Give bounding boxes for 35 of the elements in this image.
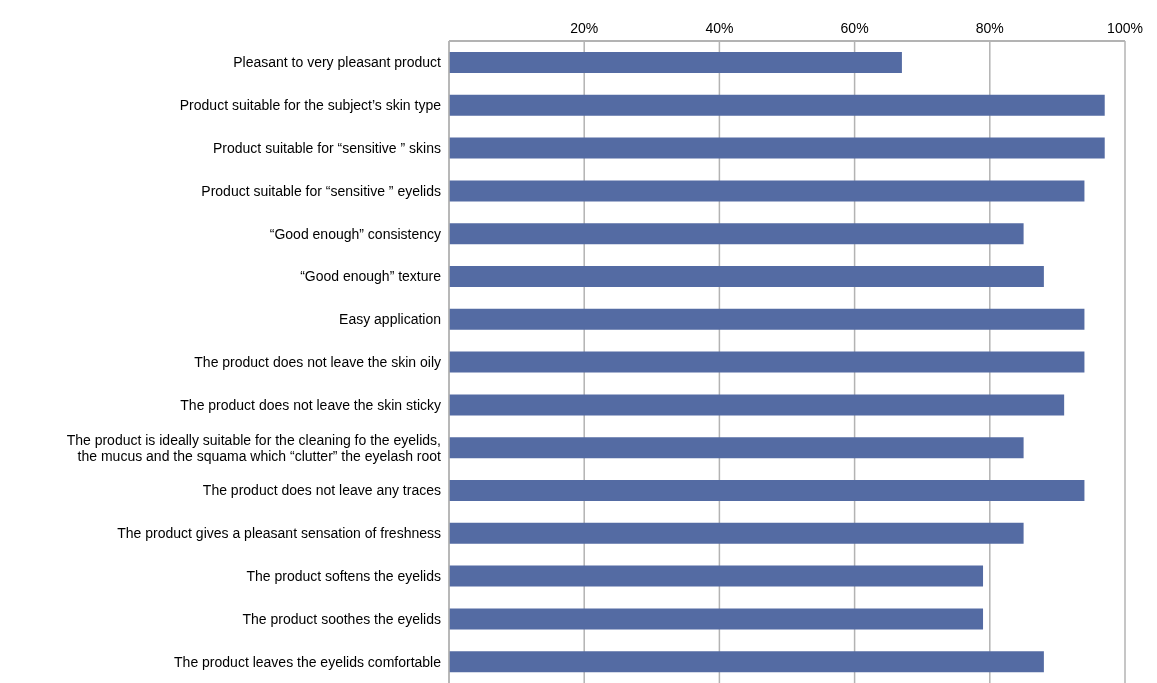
y-tick-label: The product leaves the eyelids comfortable	[174, 653, 442, 670]
bar	[449, 565, 984, 587]
bar	[449, 180, 1085, 202]
bar	[449, 308, 1085, 330]
bar	[449, 480, 1085, 501]
x-tick-label: 80%	[975, 20, 1004, 36]
y-tick-label: The product does not leave any traces	[202, 482, 441, 499]
bar	[449, 394, 1065, 416]
y-tick-label: The product softens the eyelids	[246, 568, 441, 584]
y-tick-label: “Good enough” consistency	[269, 225, 441, 242]
y-tick-label: The product gives a pleasant sensation of freshness	[117, 525, 441, 542]
bar	[449, 522, 1024, 544]
bar	[449, 651, 1044, 673]
y-tick-label: Product suitable for the subject’s skin type	[179, 97, 442, 114]
y-tick-label: Pleasant to very pleasant product	[233, 54, 442, 71]
y-tick-label: Product suitable for “sensitive ” eyelids	[201, 182, 441, 199]
bar	[449, 223, 1024, 245]
bar	[449, 437, 1024, 459]
bar	[449, 351, 1085, 373]
y-tick-label: Easy application	[339, 311, 441, 328]
x-tick-label: 60%	[840, 20, 869, 36]
y-tick-label: The product does not leave the skin sticky	[180, 396, 441, 413]
x-tick-label: 100%	[1107, 20, 1143, 36]
bar	[449, 266, 1044, 287]
y-tick-label: “Good enough” texture	[300, 268, 442, 285]
x-tick-label: 40%	[705, 20, 734, 36]
bar	[449, 137, 1105, 159]
y-tick-label: Product suitable for “sensitive ” skins	[213, 140, 441, 156]
bar	[449, 52, 902, 73]
bar	[449, 608, 984, 630]
bar	[449, 94, 1105, 116]
y-tick-label: The product does not leave the skin oily	[194, 354, 441, 370]
y-tick-label: The product is ideally suitable for the cleaning fo the eyelids, the mucus and the squama which “clutter” the eyelash root	[66, 431, 442, 464]
x-tick-label: 20%	[570, 20, 599, 36]
y-tick-label: The product soothes the eyelids	[242, 610, 441, 627]
